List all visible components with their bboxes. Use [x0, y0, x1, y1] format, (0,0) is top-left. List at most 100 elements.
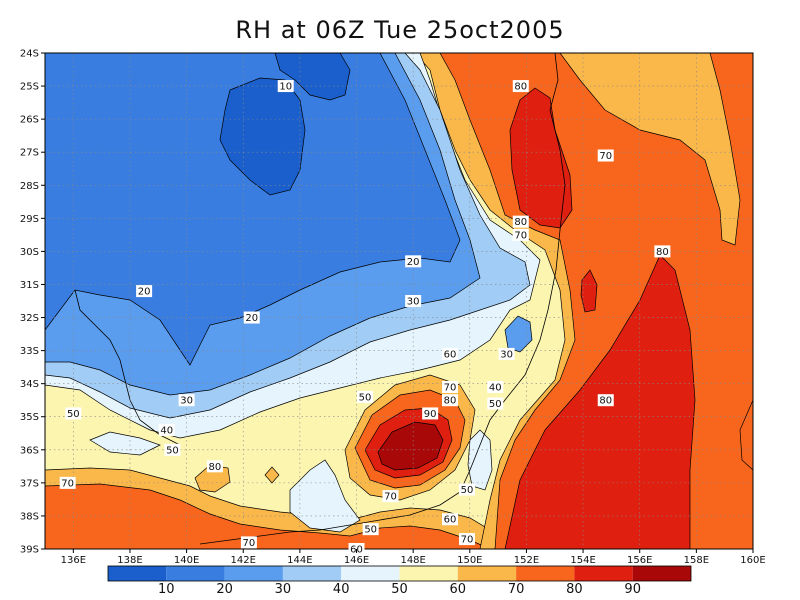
lat-tick-label: 35S — [20, 412, 39, 423]
contour-label: 10 — [277, 80, 294, 93]
lon-tick-label: 144E — [287, 555, 312, 566]
lat-tick-label: 24S — [20, 49, 39, 60]
lon-tick-label: 142E — [231, 555, 256, 566]
contour-label-text: 70 — [514, 230, 527, 241]
colorbar-swatch — [341, 566, 400, 581]
lon-tick-label: 158E — [684, 555, 709, 566]
colorbar-label: 60 — [450, 582, 467, 597]
contour-label-bg — [597, 394, 614, 407]
lat-tick-label: 32S — [20, 313, 39, 324]
contour-label-text: 90 — [424, 409, 437, 420]
contour-label: 50 — [362, 523, 379, 536]
contour-label-text: 20 — [138, 287, 151, 298]
lat-tick-label: 33S — [20, 346, 39, 357]
contour-label: 80 — [597, 394, 614, 407]
contour-label-bg — [487, 380, 504, 393]
lon-tick-label: 140E — [174, 555, 199, 566]
contour-label: 80 — [206, 460, 223, 473]
contour-label-bg — [597, 149, 614, 162]
lat-tick-label: 25S — [20, 82, 39, 93]
contour-label-bg — [458, 533, 475, 546]
contour-label-bg — [65, 407, 82, 420]
contour-label-text: 30 — [180, 396, 193, 407]
contour-label: 80 — [441, 394, 458, 407]
contour-label-bg — [512, 215, 529, 228]
colorbar-frame — [107, 565, 692, 582]
contour-label: 70 — [512, 228, 529, 241]
lat-tick-label: 34S — [20, 379, 39, 390]
contour-label: 70 — [597, 149, 614, 162]
lon-tick-label: 160E — [740, 555, 765, 566]
contour-label-bg — [164, 443, 181, 456]
band-70-80-patch-b — [264, 466, 280, 484]
contour-label-text: 70 — [61, 478, 74, 489]
contour-label: 70 — [59, 476, 76, 489]
contour-label: 20 — [405, 255, 422, 268]
colorbar-swatch — [516, 566, 575, 581]
band-90-core — [377, 421, 444, 471]
contour-label: 50 — [164, 443, 181, 456]
contour-label: 40 — [158, 423, 175, 436]
grid-lines — [45, 53, 753, 549]
band-90-east-small — [580, 269, 598, 313]
contour-labels: 10 80 70 80 70 20 80 20 30 20 30 60 40 70 30 50 80 50 80 50… — [59, 80, 671, 556]
lon-tick-label: 146E — [344, 555, 369, 566]
lat-tick-label: 37S — [20, 478, 39, 489]
band-0-10-north-top — [274, 53, 351, 101]
lon-tick-label: 138E — [117, 555, 142, 566]
lat-tick-label: 31S — [20, 280, 39, 291]
colorbar-swatch — [632, 566, 691, 581]
contour-label-text: 70 — [384, 492, 397, 503]
contour-label: 50 — [65, 407, 82, 420]
contour-label-text: 60 — [444, 349, 457, 360]
contour-label: 90 — [422, 407, 439, 420]
contour-label: 30 — [178, 394, 195, 407]
contour-label-text: 70 — [599, 151, 612, 162]
contour-label-bg — [498, 347, 515, 360]
contour-label-text: 80 — [514, 82, 527, 93]
contour-label: 20 — [243, 311, 260, 324]
contour-label-bg — [59, 476, 76, 489]
contour-label-bg — [158, 423, 175, 436]
contour-label-text: 70 — [461, 535, 474, 546]
contour-label-text: 80 — [444, 396, 457, 407]
band-40-50-pocket — [467, 429, 493, 491]
contour-label-bg — [422, 407, 439, 420]
map-title: RH at 06Z Tue 25oct2005 — [235, 16, 565, 44]
coastline-gulf — [74, 289, 181, 446]
lat-tick-label: 29S — [20, 214, 39, 225]
colorbar-swatch — [399, 566, 458, 581]
contour-label-text: 20 — [407, 257, 420, 268]
contour-label-text: 50 — [461, 485, 474, 496]
contour-label-text: 20 — [245, 313, 258, 324]
contour-label-text: 70 — [243, 538, 256, 549]
contour-label-bg — [362, 523, 379, 536]
contour-label: 50 — [458, 483, 475, 496]
colorbar-swatch — [108, 566, 167, 581]
colorbar-label: 30 — [275, 582, 292, 597]
contour-label-bg — [405, 295, 422, 307]
contour-label-bg — [458, 483, 475, 496]
contour-label-bg — [206, 460, 223, 473]
lat-tick-label: 27S — [20, 148, 39, 159]
colorbar-label: 10 — [158, 582, 175, 597]
lat-axis: 24S 25S 26S 27S 28S 29S 30S 31S 32S 33S 34S 35S 36S 3… — [20, 49, 45, 556]
lon-tick-label: 136E — [61, 555, 86, 566]
contour-label-bg — [512, 80, 529, 93]
contour-label-bg — [441, 394, 458, 407]
contour-label-text: 60 — [444, 515, 457, 526]
contour-label: 40 — [487, 380, 504, 393]
colorbar-label: 90 — [624, 582, 641, 597]
contour-label: 20 — [136, 285, 153, 298]
contour-label: 80 — [654, 245, 671, 258]
contour-label-text: 40 — [160, 425, 173, 436]
contour-label-text: 40 — [489, 382, 502, 393]
contour-label: 70 — [240, 536, 257, 549]
contour-label-text: 80 — [656, 247, 669, 258]
contour-label-bg — [654, 245, 671, 258]
contour-label: 30 — [498, 347, 515, 360]
lat-tick-label: 26S — [20, 115, 39, 126]
contour-label-bg — [243, 311, 260, 324]
contour-label-text: 50 — [359, 392, 372, 403]
